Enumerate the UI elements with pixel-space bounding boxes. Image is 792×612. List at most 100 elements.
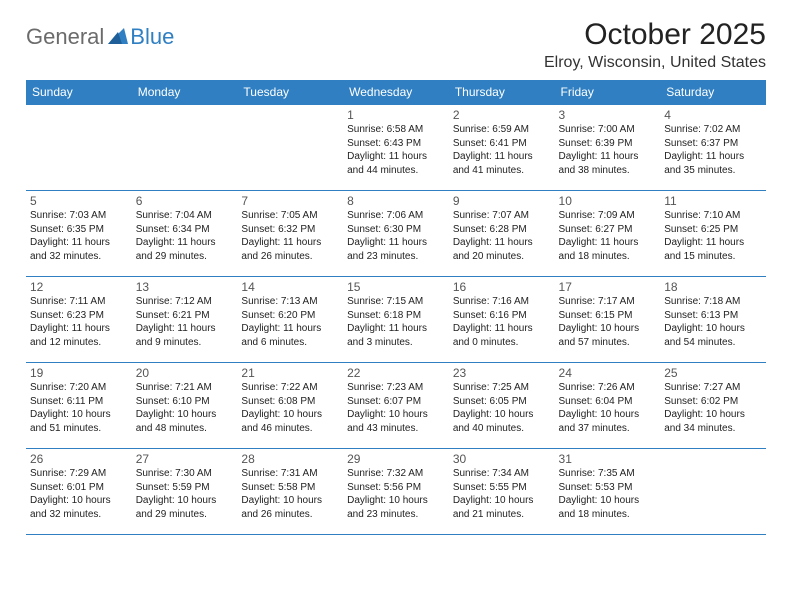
calendar-week: 1Sunrise: 6:58 AM Sunset: 6:43 PM Daylig… <box>26 105 766 191</box>
day-details: Sunrise: 7:13 AM Sunset: 6:20 PM Dayligh… <box>241 295 339 349</box>
calendar-cell <box>132 105 238 191</box>
calendar-cell: 2Sunrise: 6:59 AM Sunset: 6:41 PM Daylig… <box>449 105 555 191</box>
calendar-cell <box>26 105 132 191</box>
month-title: October 2025 <box>544 18 766 52</box>
calendar-cell: 1Sunrise: 6:58 AM Sunset: 6:43 PM Daylig… <box>343 105 449 191</box>
day-details: Sunrise: 7:25 AM Sunset: 6:05 PM Dayligh… <box>453 381 551 435</box>
day-number: 20 <box>136 366 234 380</box>
day-number: 31 <box>559 452 657 466</box>
day-number: 10 <box>559 194 657 208</box>
day-header: Monday <box>132 80 238 105</box>
calendar-cell: 17Sunrise: 7:17 AM Sunset: 6:15 PM Dayli… <box>555 277 661 363</box>
day-details: Sunrise: 7:21 AM Sunset: 6:10 PM Dayligh… <box>136 381 234 435</box>
day-number: 11 <box>664 194 762 208</box>
day-header: Tuesday <box>237 80 343 105</box>
day-number: 30 <box>453 452 551 466</box>
day-number: 25 <box>664 366 762 380</box>
calendar-cell: 7Sunrise: 7:05 AM Sunset: 6:32 PM Daylig… <box>237 191 343 277</box>
calendar-cell: 30Sunrise: 7:34 AM Sunset: 5:55 PM Dayli… <box>449 449 555 535</box>
calendar-table: SundayMondayTuesdayWednesdayThursdayFrid… <box>26 80 766 535</box>
calendar-cell: 8Sunrise: 7:06 AM Sunset: 6:30 PM Daylig… <box>343 191 449 277</box>
calendar-cell <box>237 105 343 191</box>
calendar-body: 1Sunrise: 6:58 AM Sunset: 6:43 PM Daylig… <box>26 105 766 535</box>
day-header: Wednesday <box>343 80 449 105</box>
day-details: Sunrise: 7:15 AM Sunset: 6:18 PM Dayligh… <box>347 295 445 349</box>
day-details: Sunrise: 7:07 AM Sunset: 6:28 PM Dayligh… <box>453 209 551 263</box>
day-header: Thursday <box>449 80 555 105</box>
day-number: 17 <box>559 280 657 294</box>
day-number: 2 <box>453 108 551 122</box>
day-number: 26 <box>30 452 128 466</box>
day-header: Friday <box>555 80 661 105</box>
triangle-icon <box>108 26 128 49</box>
day-header: Sunday <box>26 80 132 105</box>
day-number: 4 <box>664 108 762 122</box>
calendar-cell: 6Sunrise: 7:04 AM Sunset: 6:34 PM Daylig… <box>132 191 238 277</box>
day-number: 13 <box>136 280 234 294</box>
calendar-cell: 26Sunrise: 7:29 AM Sunset: 6:01 PM Dayli… <box>26 449 132 535</box>
day-number: 19 <box>30 366 128 380</box>
day-details: Sunrise: 7:12 AM Sunset: 6:21 PM Dayligh… <box>136 295 234 349</box>
day-number: 18 <box>664 280 762 294</box>
day-number: 12 <box>30 280 128 294</box>
logo-text-blue: Blue <box>130 24 174 50</box>
calendar-cell: 16Sunrise: 7:16 AM Sunset: 6:16 PM Dayli… <box>449 277 555 363</box>
day-number: 27 <box>136 452 234 466</box>
day-details: Sunrise: 7:04 AM Sunset: 6:34 PM Dayligh… <box>136 209 234 263</box>
calendar-cell: 28Sunrise: 7:31 AM Sunset: 5:58 PM Dayli… <box>237 449 343 535</box>
day-details: Sunrise: 7:05 AM Sunset: 6:32 PM Dayligh… <box>241 209 339 263</box>
logo-text-general: General <box>26 24 104 50</box>
day-details: Sunrise: 6:59 AM Sunset: 6:41 PM Dayligh… <box>453 123 551 177</box>
day-number: 14 <box>241 280 339 294</box>
calendar-cell <box>660 449 766 535</box>
day-details: Sunrise: 7:29 AM Sunset: 6:01 PM Dayligh… <box>30 467 128 521</box>
day-details: Sunrise: 7:02 AM Sunset: 6:37 PM Dayligh… <box>664 123 762 177</box>
day-details: Sunrise: 7:23 AM Sunset: 6:07 PM Dayligh… <box>347 381 445 435</box>
calendar-cell: 11Sunrise: 7:10 AM Sunset: 6:25 PM Dayli… <box>660 191 766 277</box>
day-number: 29 <box>347 452 445 466</box>
calendar-cell: 14Sunrise: 7:13 AM Sunset: 6:20 PM Dayli… <box>237 277 343 363</box>
day-details: Sunrise: 7:17 AM Sunset: 6:15 PM Dayligh… <box>559 295 657 349</box>
calendar-page: General Blue October 2025 Elroy, Wiscons… <box>0 0 792 535</box>
day-details: Sunrise: 7:10 AM Sunset: 6:25 PM Dayligh… <box>664 209 762 263</box>
header: General Blue October 2025 Elroy, Wiscons… <box>26 18 766 72</box>
calendar-cell: 22Sunrise: 7:23 AM Sunset: 6:07 PM Dayli… <box>343 363 449 449</box>
calendar-header-row: SundayMondayTuesdayWednesdayThursdayFrid… <box>26 80 766 105</box>
day-number: 7 <box>241 194 339 208</box>
calendar-week: 19Sunrise: 7:20 AM Sunset: 6:11 PM Dayli… <box>26 363 766 449</box>
day-number: 6 <box>136 194 234 208</box>
day-details: Sunrise: 7:03 AM Sunset: 6:35 PM Dayligh… <box>30 209 128 263</box>
day-details: Sunrise: 7:34 AM Sunset: 5:55 PM Dayligh… <box>453 467 551 521</box>
day-details: Sunrise: 7:09 AM Sunset: 6:27 PM Dayligh… <box>559 209 657 263</box>
day-number: 16 <box>453 280 551 294</box>
day-number: 22 <box>347 366 445 380</box>
day-details: Sunrise: 7:26 AM Sunset: 6:04 PM Dayligh… <box>559 381 657 435</box>
day-header: Saturday <box>660 80 766 105</box>
calendar-cell: 4Sunrise: 7:02 AM Sunset: 6:37 PM Daylig… <box>660 105 766 191</box>
day-details: Sunrise: 7:18 AM Sunset: 6:13 PM Dayligh… <box>664 295 762 349</box>
logo: General Blue <box>26 24 174 50</box>
day-details: Sunrise: 7:20 AM Sunset: 6:11 PM Dayligh… <box>30 381 128 435</box>
day-details: Sunrise: 7:16 AM Sunset: 6:16 PM Dayligh… <box>453 295 551 349</box>
day-details: Sunrise: 7:35 AM Sunset: 5:53 PM Dayligh… <box>559 467 657 521</box>
day-details: Sunrise: 7:32 AM Sunset: 5:56 PM Dayligh… <box>347 467 445 521</box>
day-number: 15 <box>347 280 445 294</box>
day-number: 28 <box>241 452 339 466</box>
calendar-cell: 25Sunrise: 7:27 AM Sunset: 6:02 PM Dayli… <box>660 363 766 449</box>
calendar-cell: 12Sunrise: 7:11 AM Sunset: 6:23 PM Dayli… <box>26 277 132 363</box>
calendar-cell: 19Sunrise: 7:20 AM Sunset: 6:11 PM Dayli… <box>26 363 132 449</box>
location: Elroy, Wisconsin, United States <box>544 54 766 72</box>
day-details: Sunrise: 7:31 AM Sunset: 5:58 PM Dayligh… <box>241 467 339 521</box>
day-details: Sunrise: 6:58 AM Sunset: 6:43 PM Dayligh… <box>347 123 445 177</box>
calendar-cell: 5Sunrise: 7:03 AM Sunset: 6:35 PM Daylig… <box>26 191 132 277</box>
day-number: 5 <box>30 194 128 208</box>
day-details: Sunrise: 7:30 AM Sunset: 5:59 PM Dayligh… <box>136 467 234 521</box>
day-details: Sunrise: 7:27 AM Sunset: 6:02 PM Dayligh… <box>664 381 762 435</box>
title-block: October 2025 Elroy, Wisconsin, United St… <box>544 18 766 72</box>
calendar-cell: 18Sunrise: 7:18 AM Sunset: 6:13 PM Dayli… <box>660 277 766 363</box>
day-number: 24 <box>559 366 657 380</box>
day-details: Sunrise: 7:11 AM Sunset: 6:23 PM Dayligh… <box>30 295 128 349</box>
calendar-cell: 29Sunrise: 7:32 AM Sunset: 5:56 PM Dayli… <box>343 449 449 535</box>
calendar-week: 26Sunrise: 7:29 AM Sunset: 6:01 PM Dayli… <box>26 449 766 535</box>
calendar-cell: 10Sunrise: 7:09 AM Sunset: 6:27 PM Dayli… <box>555 191 661 277</box>
